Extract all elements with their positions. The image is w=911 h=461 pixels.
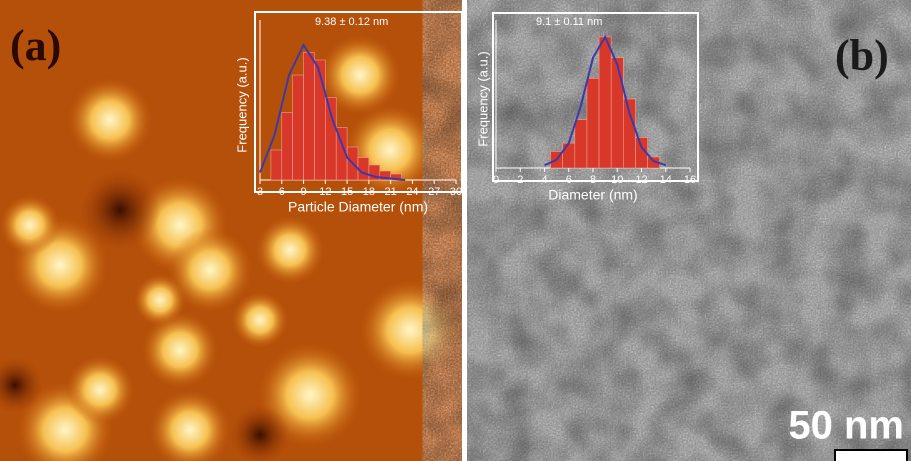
panel-label: (a) xyxy=(10,21,61,70)
x-axis-label: Particle Diameter (nm) xyxy=(288,199,428,215)
x-tick-label: 9 xyxy=(300,186,306,198)
inset-title: 9.1 ± 0.11 nm xyxy=(536,16,602,28)
bar xyxy=(599,37,611,168)
bar xyxy=(587,78,599,168)
afm-image xyxy=(0,0,462,461)
x-tick-label: 12 xyxy=(635,174,647,186)
x-axis-label: Diameter (nm) xyxy=(548,187,637,203)
x-tick-label: 3 xyxy=(257,186,263,198)
bar xyxy=(358,158,369,181)
bar xyxy=(563,143,575,168)
inset-title: 9.38 ± 0.12 nm xyxy=(315,16,388,28)
x-tick-label: 30 xyxy=(450,186,462,198)
y-axis-label: Frequency (a.u.) xyxy=(234,57,249,152)
bar xyxy=(293,75,304,180)
x-tick-label: 27 xyxy=(428,186,440,198)
y-axis-label: Frequency (a.u.) xyxy=(475,51,490,146)
x-tick-label: 21 xyxy=(385,186,397,198)
figure: (a) (b) 50 nm 36912151821242730Particle … xyxy=(0,0,911,461)
x-tick-label: 4 xyxy=(541,174,547,186)
bar xyxy=(575,120,587,168)
bar xyxy=(304,53,315,181)
bar xyxy=(611,58,623,168)
x-tick-label: 14 xyxy=(660,174,672,186)
x-tick-label: 6 xyxy=(279,186,285,198)
panel-label: (b) xyxy=(835,31,889,80)
x-tick-label: 10 xyxy=(611,174,623,186)
x-tick-label: 12 xyxy=(319,186,331,198)
x-tick-label: 16 xyxy=(684,174,696,186)
scale-bar-label: 50 nm xyxy=(788,404,904,448)
bar xyxy=(271,150,282,180)
x-tick-label: 24 xyxy=(406,186,418,198)
bar xyxy=(314,60,325,180)
x-tick-label: 0 xyxy=(493,174,499,186)
x-tick-label: 18 xyxy=(363,186,375,198)
page: (a) (b) 50 nm 36912151821242730Particle … xyxy=(0,0,911,461)
bar xyxy=(282,113,293,181)
scale-bar xyxy=(835,450,907,461)
x-tick-label: 6 xyxy=(566,174,572,186)
x-tick-label: 2 xyxy=(517,174,523,186)
x-tick-label: 15 xyxy=(341,186,353,198)
x-tick-label: 8 xyxy=(590,174,596,186)
